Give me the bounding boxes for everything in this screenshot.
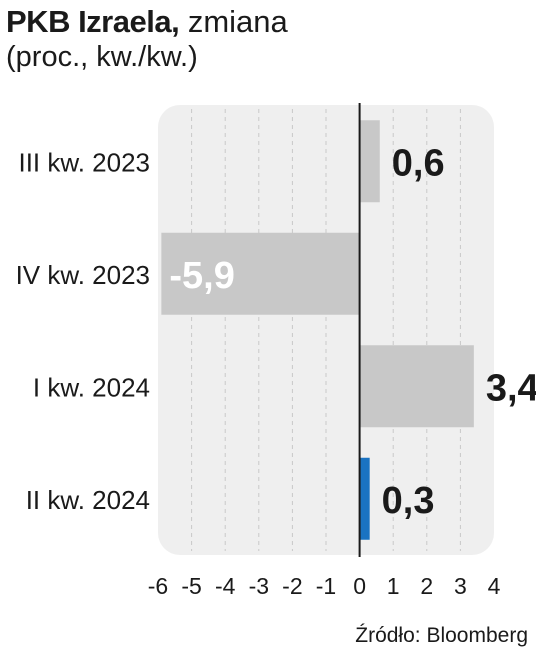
value-label: -5,9 — [169, 255, 234, 297]
category-label: I kw. 2024 — [33, 372, 150, 402]
chart-title-suffix: zmiana — [187, 4, 288, 39]
value-label: 0,3 — [382, 480, 435, 522]
x-tick-label: -1 — [316, 573, 336, 599]
bar — [359, 345, 474, 428]
value-label: 0,6 — [392, 142, 445, 184]
x-tick-label: 0 — [353, 573, 366, 599]
x-tick-label: 4 — [488, 573, 501, 599]
chart-title-line: PKB Izraela, zmiana — [6, 4, 288, 39]
category-label: III kw. 2023 — [18, 147, 150, 177]
value-label: 3,4 — [486, 367, 536, 409]
category-label: IV kw. 2023 — [16, 260, 150, 290]
bar — [359, 457, 370, 540]
chart-title: PKB Izraela, — [6, 4, 180, 39]
x-tick-label: 3 — [454, 573, 467, 599]
category-label: II kw. 2024 — [26, 485, 150, 515]
plot-background — [158, 105, 494, 555]
source-note: Źródło: Bloomberg — [355, 624, 528, 647]
x-tick-label: -3 — [249, 573, 269, 599]
x-tick-label: -4 — [215, 573, 236, 599]
x-tick-label: -2 — [282, 573, 302, 599]
bar — [359, 120, 380, 203]
bar — [161, 232, 360, 315]
title-block: PKB Izraela, zmiana (proc., kw./kw.) — [6, 4, 288, 73]
x-tick-label: 2 — [420, 573, 433, 599]
x-tick-label: -6 — [148, 573, 168, 599]
x-tick-label: 1 — [387, 573, 400, 599]
chart-subtitle: (proc., kw./kw.) — [6, 40, 198, 73]
x-tick-label: -5 — [181, 573, 201, 599]
